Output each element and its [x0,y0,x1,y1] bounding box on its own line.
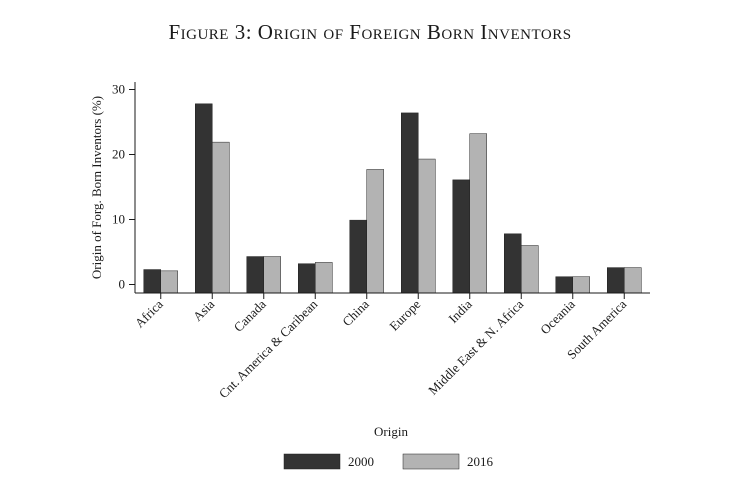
chart-title: Figure 3: Origin of Foreign Born Invento… [168,20,572,44]
bar-2000 [504,233,522,294]
x-tick-label: Cnt. America & Caribean [216,296,321,401]
bar-2000 [452,179,470,294]
x-tick-label: China [339,296,372,329]
x-tick-label: Canada [231,296,269,334]
legend: 2000 2016 [283,453,494,470]
x-tick-label: Asia [190,296,218,324]
bar-2000 [607,267,625,294]
y-tick-label: 10 [112,212,125,227]
y-tick-label: 0 [119,277,126,292]
bar-2016 [572,276,590,294]
bar-2016 [624,267,642,294]
x-tick-label: Africa [132,296,166,330]
y-tick-label: 30 [112,82,125,97]
bar-2016 [263,256,281,294]
bar-2000 [143,269,161,294]
y-axis-title: Origin of Forg. Born Inventors (%) [89,96,104,279]
x-tick-label: Oceania [537,296,578,337]
bar-2016 [418,158,436,294]
legend-label-2000: 2000 [348,454,374,469]
bar-2000 [195,103,213,294]
bar-2000 [298,263,316,294]
legend-label-2016: 2016 [467,454,494,469]
x-tick-label: Middle East & N. Africa [425,296,526,397]
bar-2000 [246,256,264,294]
bar-2016 [469,133,487,294]
bars-group [143,103,642,294]
legend-swatch-2000 [283,453,341,470]
bar-2016 [160,270,178,294]
x-tick-label: India [445,296,475,326]
legend-swatch-2016 [402,453,460,470]
x-axis-title: Origin [374,424,408,439]
y-tick-label: 20 [112,147,125,162]
bar-2016 [366,169,384,294]
bar-2000 [555,276,573,294]
bar-2016 [521,245,539,294]
x-tick-label: Europe [386,296,423,333]
y-ticks-group: 0 10 20 30 [112,82,135,292]
bar-2016 [212,141,230,294]
bar-2016 [315,262,333,294]
bar-2000 [349,219,367,294]
bar-2000 [401,112,419,294]
